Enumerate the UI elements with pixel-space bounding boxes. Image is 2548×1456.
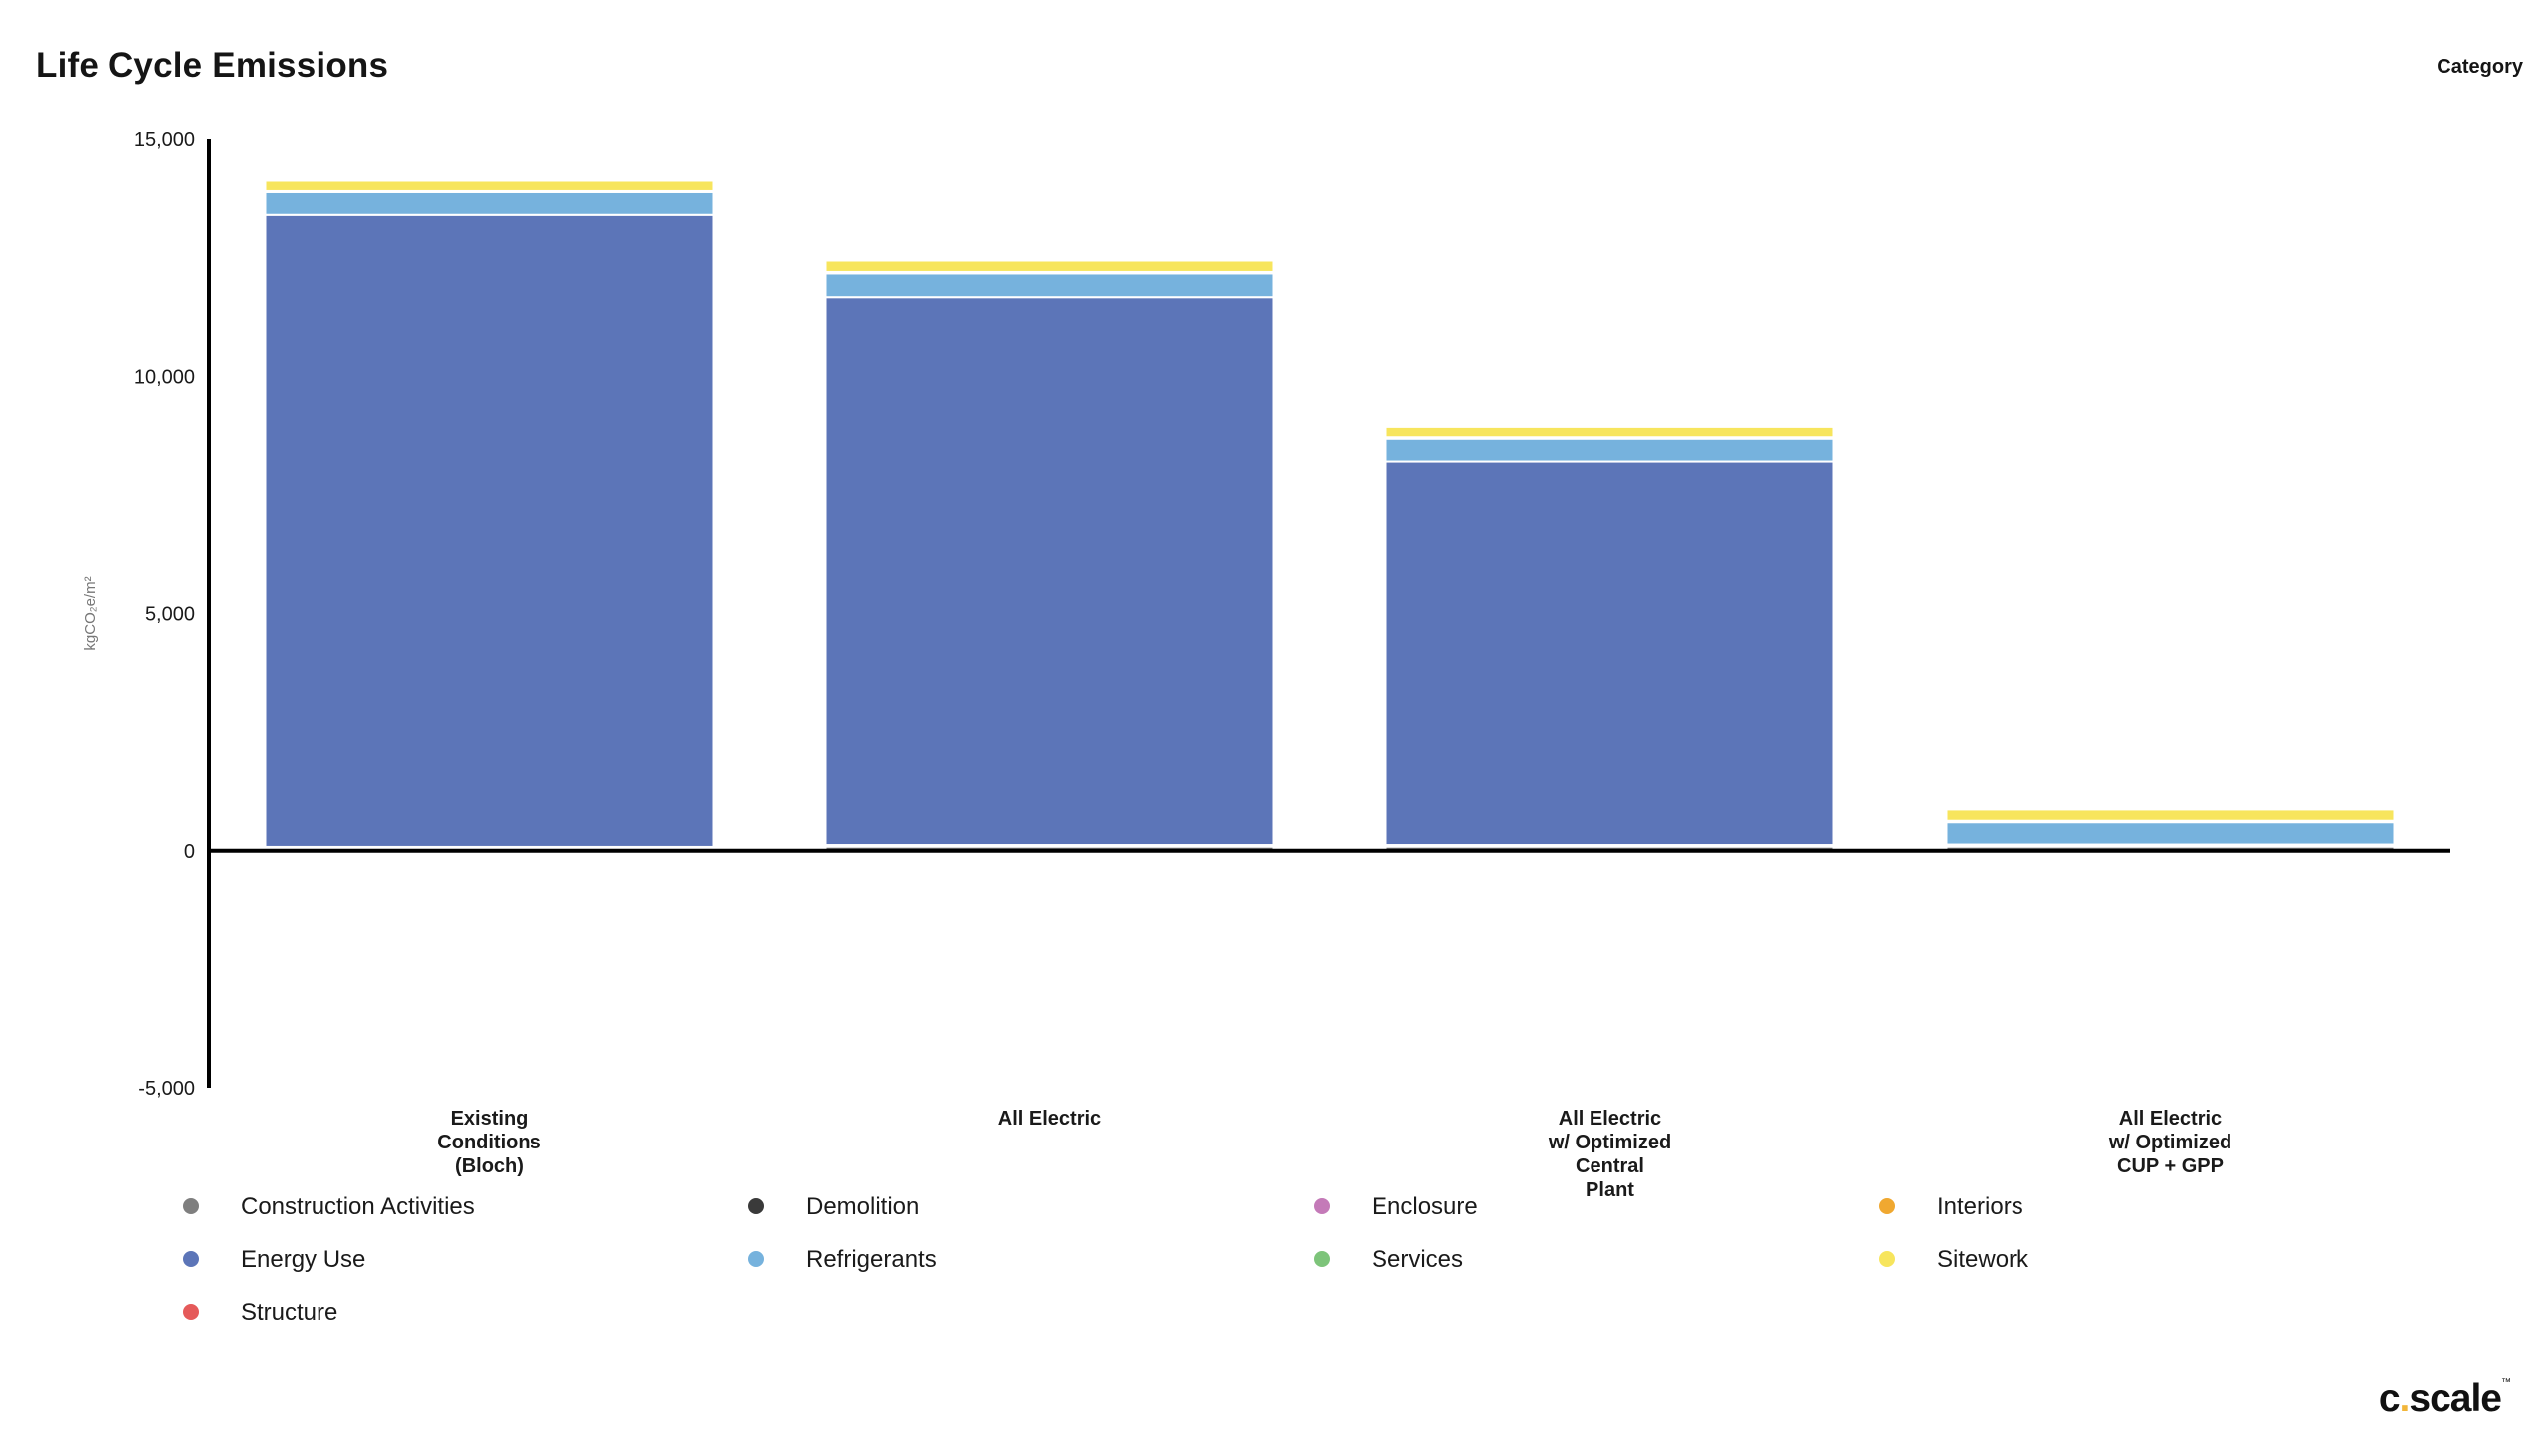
bar-segment [264, 213, 715, 848]
x-category-label: All Electric [998, 1108, 1101, 1130]
bar-segment [264, 190, 715, 216]
bar-segment [1945, 806, 2396, 811]
legend-label: Interiors [1937, 1193, 2023, 1220]
bar-segment [1384, 425, 1835, 439]
bar-segment [1384, 424, 1835, 428]
legend-label: Sitework [1937, 1246, 2029, 1273]
legend-item[interactable]: Energy Use [183, 1245, 748, 1298]
legend-label: Construction Activities [241, 1193, 475, 1220]
legend-dot-icon [183, 1304, 199, 1320]
y-tick-label: 0 [184, 841, 195, 863]
legend: Construction Activities Demolition Enclosu… [183, 1192, 2472, 1351]
legend-label: Demolition [806, 1193, 920, 1220]
legend-dot-icon [1314, 1251, 1330, 1267]
legend-dot-icon [748, 1251, 764, 1267]
y-tick-label: -5,000 [138, 1078, 195, 1100]
legend-item[interactable]: Refrigerants [748, 1245, 1314, 1298]
bar-segment [824, 259, 1275, 273]
chart-title: Life Cycle Emissions [36, 46, 389, 85]
y-tick-label: 10,000 [134, 366, 195, 388]
legend-dot-icon [183, 1198, 199, 1214]
legend-item[interactable]: Enclosure [1314, 1192, 1879, 1245]
legend-item[interactable]: Structure [183, 1298, 748, 1351]
cscale-logo: c.scale™ [2378, 1377, 2511, 1420]
legend-dot-icon [183, 1251, 199, 1267]
legend-label: Enclosure [1372, 1193, 1478, 1220]
legend-dot-icon [1879, 1198, 1895, 1214]
y-tick-label: 5,000 [145, 604, 195, 626]
legend-dot-icon [1314, 1198, 1330, 1214]
bar-segment [264, 179, 715, 192]
y-axis-label: kgCO₂e/m² [82, 576, 99, 650]
bar-segment [1384, 460, 1835, 847]
legend-label: Services [1372, 1246, 1464, 1273]
legend-item[interactable]: Sitework [1879, 1245, 2444, 1298]
legend-item[interactable]: Construction Activities [183, 1192, 748, 1245]
x-category-label: All Electric w/ Optimized CUP + GPP [2108, 1108, 2231, 1177]
bar-segment [824, 258, 1275, 262]
bar-segment [264, 178, 715, 182]
bar-segment [1384, 437, 1835, 463]
legend-item[interactable]: Interiors [1879, 1192, 2444, 1245]
y-tick-label: 15,000 [134, 129, 195, 151]
legend-item[interactable]: Services [1314, 1245, 1879, 1298]
bar-segment [824, 272, 1275, 299]
legend-dot-icon [1879, 1251, 1895, 1267]
bar-segment [824, 296, 1275, 847]
legend-item[interactable]: Demolition [748, 1192, 1314, 1245]
legend-label: Structure [241, 1299, 338, 1326]
x-category-label: Existing Conditions (Bloch) [437, 1108, 540, 1177]
bar-segment [1945, 821, 2396, 846]
category-label[interactable]: Category [2437, 56, 2523, 78]
x-category-label: All Electric w/ Optimized Central Plant [1548, 1108, 1671, 1201]
bar-segment [1945, 808, 2396, 822]
legend-dot-icon [748, 1198, 764, 1214]
legend-label: Refrigerants [806, 1246, 937, 1273]
legend-label: Energy Use [241, 1246, 366, 1273]
